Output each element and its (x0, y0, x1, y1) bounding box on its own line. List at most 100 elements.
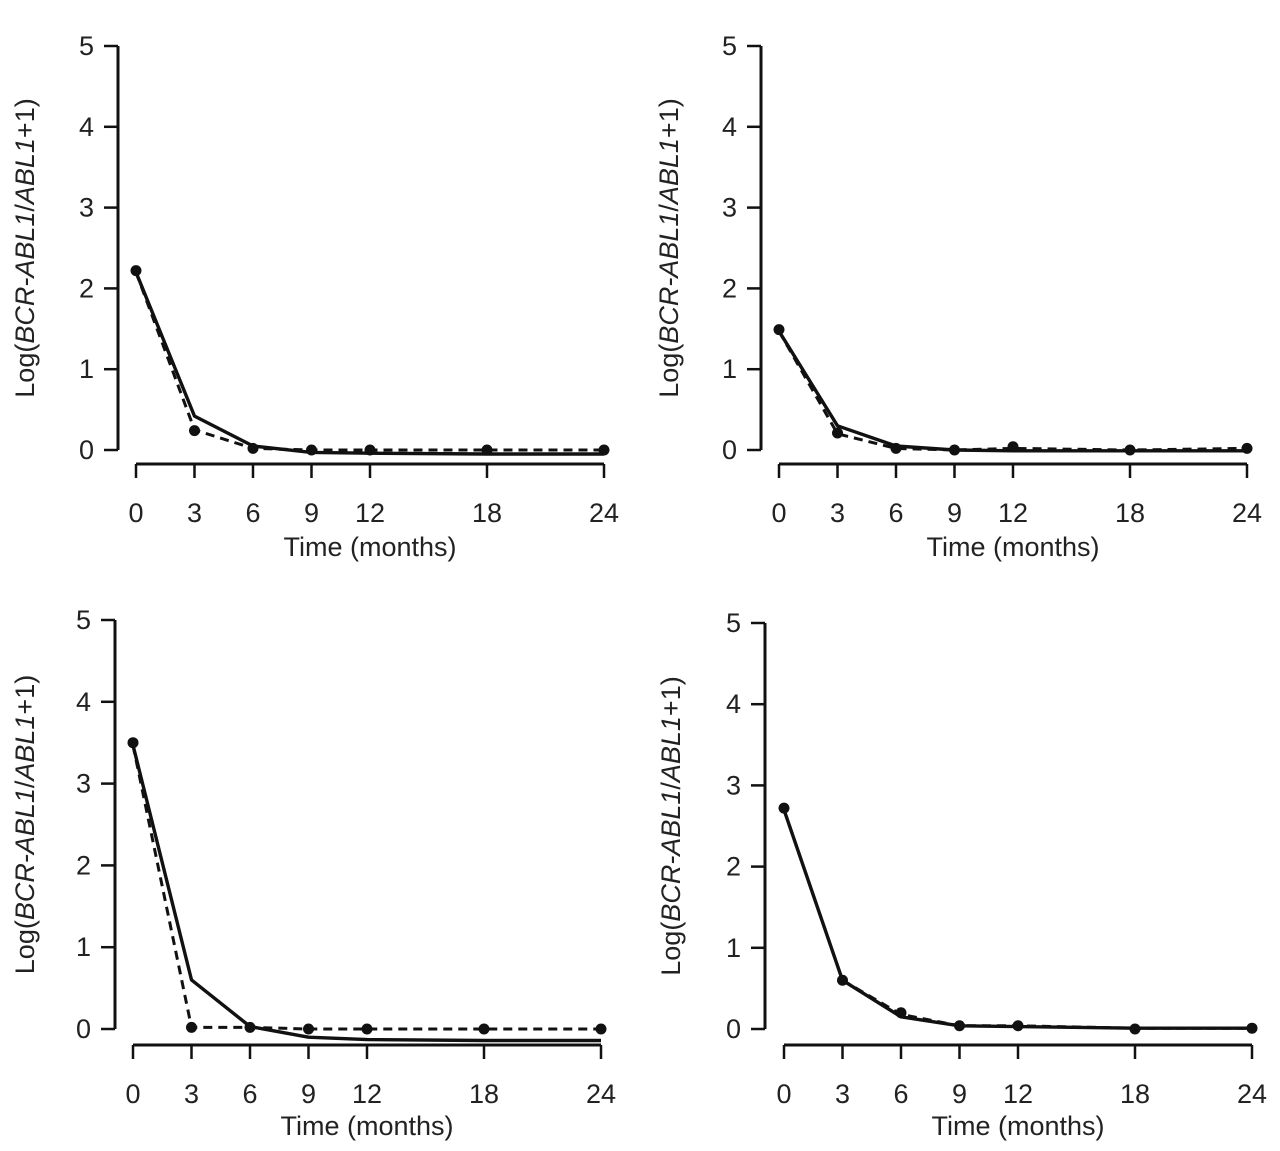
chart-1-x-tick-label: 9 (304, 498, 319, 528)
chart-2-marker-point (773, 324, 785, 336)
chart-3-y-axis-title-part: +1) (10, 675, 40, 715)
chart-4-x-tick-label: 12 (1003, 1079, 1033, 1109)
chart-1-x-tick-label: 24 (589, 498, 619, 528)
chart-1-x-tick-label: 18 (472, 498, 502, 528)
chart-3-x-tick-label: 9 (301, 1079, 316, 1109)
chart-4-marker-point (954, 1020, 965, 1032)
chart-4-marker-point (895, 1007, 907, 1019)
chart-4-x-tick-label: 24 (1237, 1079, 1267, 1109)
chart-4-y-tick-label: 0 (726, 1014, 741, 1044)
chart-1-y-tick-label: 4 (79, 112, 94, 142)
chart-3-series-dashed-line (131, 744, 601, 1031)
chart-4-y-axis-title: Log(BCR-ABL1/ABL1+1) (656, 676, 686, 975)
chart-3-marker-point (361, 1023, 373, 1035)
chart-3-x-tick-label: 0 (125, 1079, 140, 1109)
chart-2-marker-point (1241, 442, 1253, 454)
chart-1-marker-point (481, 444, 493, 456)
chart-3-x-tick-label: 18 (469, 1079, 499, 1109)
chart-2-y-tick-label: 1 (722, 354, 737, 384)
chart-4-y-axis-title-part: ABL1 (656, 716, 686, 784)
chart-1-y-axis-title-part: BCR-ABL1 (10, 212, 40, 344)
chart-4-x-tick-label: 9 (952, 1079, 967, 1109)
chart-2-series-solid-line (777, 330, 1247, 453)
chart-2-y-axis-title-part: / (654, 204, 684, 212)
chart-2-series-dashed-line (777, 330, 1248, 452)
chart-4-y-tick-label: 1 (726, 933, 741, 963)
chart-4-y-tick-label: 3 (726, 770, 741, 800)
chart-4-marker-point (1129, 1023, 1141, 1035)
chart-4-marker-point (1012, 1020, 1024, 1032)
chart-3-x-axis-title: Time (months) (280, 1111, 453, 1141)
chart-1-x-axis-title: Time (months) (283, 532, 456, 562)
chart-1-y-axis-title-part: Log( (10, 344, 40, 398)
chart-3-marker-point (303, 1023, 314, 1035)
chart-4-series-solid-line (782, 809, 1252, 1030)
chart-1-marker-point (306, 444, 317, 456)
chart-1-x-tick-label: 3 (187, 498, 202, 528)
chart-1-x-tick-label: 6 (245, 498, 260, 528)
chart-2-y-axis-title-part: BCR-ABL1 (654, 212, 684, 344)
chart-2-y-tick-label: 0 (722, 435, 737, 465)
chart-2-y-axis-title-part: Log( (654, 344, 684, 398)
chart-1-y-axis-title-part: / (10, 204, 40, 212)
chart-2-marker-point (1124, 444, 1136, 456)
chart-4-y-axis-title-part: Log( (656, 922, 686, 976)
chart-2-x-tick-label: 3 (830, 498, 845, 528)
chart-1-marker-point (598, 444, 610, 456)
chart-4-x-tick-label: 0 (776, 1079, 791, 1109)
chart-2-x-tick-label: 12 (998, 498, 1028, 528)
chart-2-y-tick-label: 5 (722, 31, 737, 61)
chart-4-x-tick-label: 6 (893, 1079, 908, 1109)
chart-3-x-tick-label: 12 (352, 1079, 382, 1109)
chart-3-y-axis-title-part: BCR-ABL1 (10, 788, 40, 920)
chart-3-y-axis-title-part: / (10, 780, 40, 788)
chart-2-y-axis-title-part: +1) (654, 98, 684, 138)
chart-3-y-tick-label: 0 (76, 1014, 91, 1044)
chart-2-x-tick-label: 18 (1115, 498, 1145, 528)
chart-3-x-tick-label: 3 (184, 1079, 199, 1109)
chart-1-y-tick-label: 1 (79, 354, 94, 384)
chart-1-y-tick-label: 5 (79, 31, 94, 61)
chart-1-marker-point (189, 425, 200, 437)
chart-1-y-tick-label: 0 (79, 435, 94, 465)
chart-1-marker-point (130, 265, 142, 277)
chart-2-marker-point (949, 444, 960, 456)
chart-2-x-tick-label: 9 (947, 498, 962, 528)
chart-2-x-tick-label: 6 (888, 498, 903, 528)
chart-2-x-tick-label: 24 (1232, 498, 1262, 528)
chart-2-y-tick-label: 2 (722, 273, 737, 303)
chart-3-series-solid-line (131, 744, 601, 1043)
chart-4-x-axis-title: Time (months) (931, 1111, 1104, 1141)
chart-3-y-axis-title: Log(BCR-ABL1/ABL1+1) (10, 675, 40, 974)
chart-3-y-axis-title-part: ABL1 (10, 715, 40, 783)
chart-3-x-tick-label: 24 (586, 1079, 616, 1109)
chart-2-marker-point (832, 427, 843, 439)
chart-1-marker-point (247, 442, 259, 454)
chart-4-x-tick-label: 18 (1120, 1079, 1150, 1109)
chart-2-y-axis-title-part: ABL1 (654, 138, 684, 206)
chart-3-marker-point (244, 1021, 256, 1033)
chart-1-marker-point (364, 444, 376, 456)
chart-4-marker-point (1246, 1022, 1258, 1034)
chart-1-x-tick-label: 12 (355, 498, 385, 528)
chart-2-y-axis-title: Log(BCR-ABL1/ABL1+1) (654, 98, 684, 397)
chart-4-marker-point (778, 802, 790, 814)
chart-2-x-axis-title: Time (months) (926, 532, 1099, 562)
chart-4-y-axis-title-part: +1) (656, 676, 686, 716)
chart-2-y-tick-label: 3 (722, 193, 737, 223)
chart-3-marker-point (186, 1021, 197, 1033)
chart-2-marker-point (1007, 441, 1019, 453)
chart-2-y-tick-label: 4 (722, 112, 737, 142)
chart-3-marker-point (127, 737, 139, 749)
chart-2-x-tick-label: 0 (771, 498, 786, 528)
chart-3-y-tick-label: 1 (76, 932, 91, 962)
chart-1-y-tick-label: 3 (79, 193, 94, 223)
chart-3-y-tick-label: 2 (76, 850, 91, 880)
chart-1-series-solid-line (134, 271, 604, 456)
chart-3-x-tick-label: 6 (242, 1079, 257, 1109)
